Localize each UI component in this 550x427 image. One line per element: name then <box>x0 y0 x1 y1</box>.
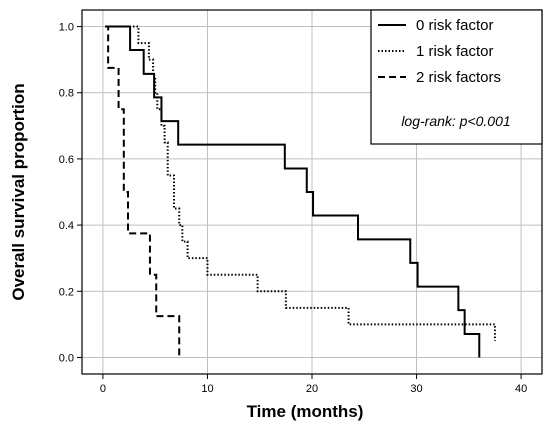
series-line-2 <box>105 25 181 358</box>
series-group <box>105 25 496 358</box>
legend-label-1-risk: 1 risk factor <box>416 43 494 60</box>
y-tick-label: 0.8 <box>59 88 74 100</box>
series-line-1 <box>105 25 496 341</box>
x-tick-label: 0 <box>100 383 106 395</box>
x-tick-label: 10 <box>201 383 213 395</box>
y-tick-label: 0.4 <box>59 220 74 232</box>
legend-label-0-risk: 0 risk factor <box>416 17 494 34</box>
x-tick-label: 30 <box>410 383 422 395</box>
legend-label-2-risk: 2 risk factors <box>416 69 501 86</box>
series-line-0 <box>105 25 481 358</box>
y-tick-label: 0.2 <box>59 286 74 298</box>
y-tick-label: 0.0 <box>59 352 74 364</box>
log-rank-annotation: log-rank: p<0.001 <box>401 113 510 129</box>
y-tick-label: 0.6 <box>59 154 74 166</box>
legend: 0 risk factor 1 risk factor 2 risk facto… <box>370 9 543 145</box>
y-tick-label: 1.0 <box>59 22 74 34</box>
x-axis-title: Time (months) <box>247 402 364 421</box>
x-tick-label: 40 <box>515 383 527 395</box>
legend-box <box>370 9 543 145</box>
y-axis-title: Overall survival proportion <box>9 83 28 300</box>
axis-ticks: 0 10 20 30 40 0.0 0.2 0.4 0.6 0.8 1.0 <box>59 22 528 395</box>
x-tick-label: 20 <box>306 383 318 395</box>
